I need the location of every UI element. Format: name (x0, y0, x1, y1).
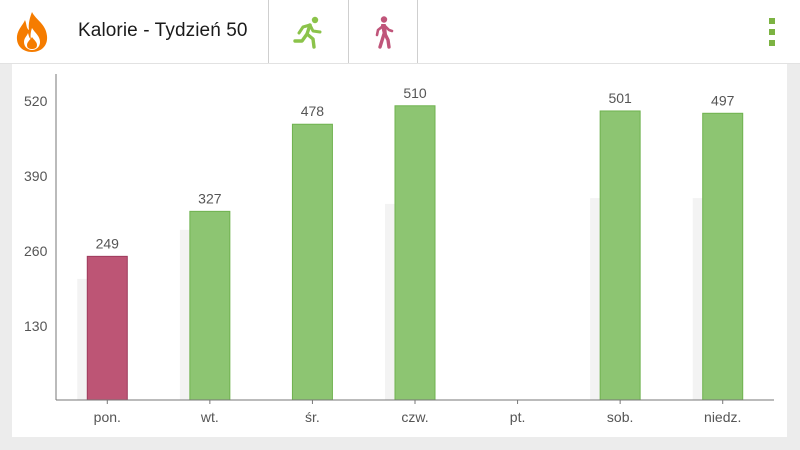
x-tick-label: niedz. (704, 409, 741, 425)
bar-value-label: 478 (301, 103, 325, 119)
ghost-bar (179, 229, 190, 400)
x-tick-label: czw. (401, 409, 428, 425)
ghost-bar (385, 203, 395, 400)
running-person-icon (292, 16, 321, 49)
bar-value-label: 327 (198, 190, 222, 206)
ghost-bar (590, 198, 601, 400)
more-vert-icon[interactable] (762, 18, 782, 46)
bar-value-label: 497 (711, 92, 735, 108)
app-bar: Kalorie - Tydzień 50 (0, 0, 800, 64)
walking-person-icon (375, 15, 394, 49)
x-tick-label: wt. (200, 409, 219, 425)
chart-bar[interactable] (394, 105, 436, 401)
page-title: Kalorie - Tydzień 50 (78, 20, 248, 41)
flame-icon[interactable] (12, 10, 52, 54)
chart-bar[interactable] (702, 112, 744, 401)
y-tick-label: 260 (24, 243, 48, 259)
tab-running[interactable] (268, 0, 348, 63)
tab-walking[interactable] (348, 0, 418, 63)
chart-bar[interactable] (189, 210, 231, 401)
x-tick-label: sob. (607, 409, 633, 425)
ghost-bar (692, 198, 703, 400)
chart-card: 130 260 390 520 249 pon. 327 wt. 478 śr. 510 czw. pt… (12, 64, 787, 437)
chart-bar[interactable] (86, 255, 128, 401)
y-tick-label: 520 (24, 93, 48, 109)
y-tick-label: 130 (24, 318, 48, 334)
bar-value-label: 501 (608, 90, 632, 106)
chart-bar[interactable] (291, 123, 333, 401)
bar-value-label: 249 (96, 235, 120, 251)
calorie-bar-chart: 130 260 390 520 249 pon. 327 wt. 478 śr. 510 czw. pt… (24, 74, 774, 425)
x-tick-label: pt. (510, 409, 526, 425)
y-tick-label: 390 (24, 168, 48, 184)
chart-bar[interactable] (599, 110, 641, 401)
x-tick-label: pon. (94, 409, 121, 425)
x-tick-label: śr. (305, 409, 320, 425)
bar-value-label: 510 (403, 85, 427, 101)
ghost-bar (77, 278, 88, 400)
